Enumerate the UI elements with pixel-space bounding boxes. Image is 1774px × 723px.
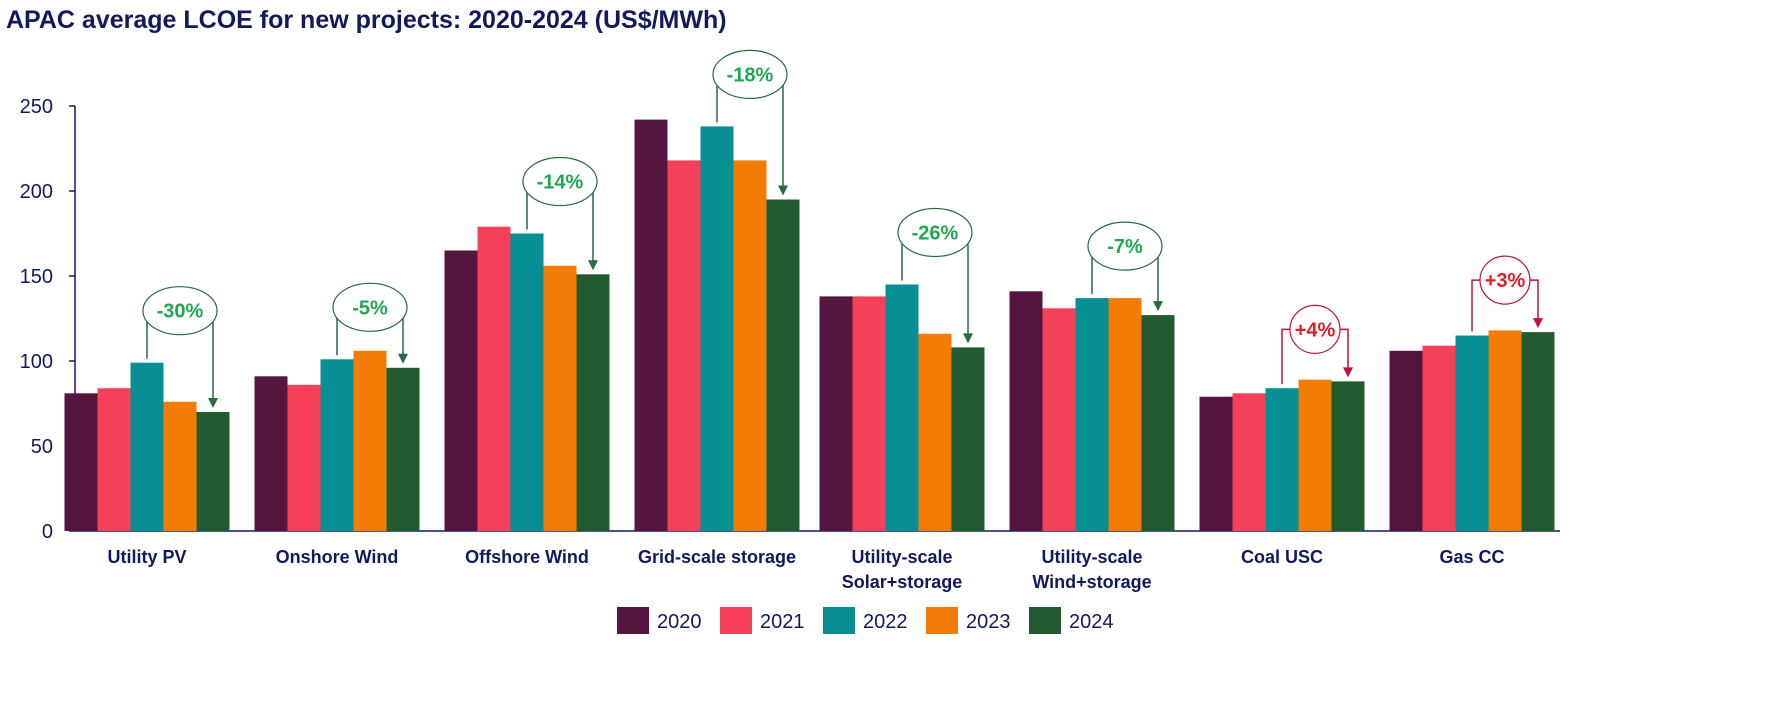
annotation-bubble xyxy=(1479,255,1531,305)
bar-2021-4 xyxy=(852,296,886,531)
legend: 2020 2021 2022 2023 2024 xyxy=(617,607,1114,634)
x-axis-labels: Utility PV Onshore Wind Offshore Wind Grid-… xyxy=(107,547,1504,592)
bar-2024-1 xyxy=(386,367,420,531)
legend-label: 2023 xyxy=(966,611,1011,633)
x-category-label: Solar+storage xyxy=(842,572,963,592)
annotation-label: -5% xyxy=(352,297,388,319)
y-tick-label: 200 xyxy=(20,181,53,203)
bar-2022-4 xyxy=(885,284,919,531)
y-tick-label: 150 xyxy=(20,266,53,288)
arrow-down-icon xyxy=(208,398,218,408)
x-category-label: Utility-scale xyxy=(1041,547,1142,567)
y-tick-label: 0 xyxy=(42,521,53,543)
y-tick-label: 250 xyxy=(20,96,53,118)
annotation-label: -26% xyxy=(912,223,959,245)
annotation-label: -18% xyxy=(727,64,774,86)
bar-2023-6 xyxy=(1298,379,1332,531)
arrow-down-icon xyxy=(588,260,598,271)
bar-2023-3 xyxy=(733,160,767,531)
annotation-bubble xyxy=(142,286,218,336)
bar-2020-1 xyxy=(254,376,288,531)
bar-2020-2 xyxy=(444,250,478,531)
legend-swatch-2022 xyxy=(823,607,855,634)
chart-title: APAC average LCOE for new projects: 2020… xyxy=(6,6,727,34)
legend-swatch-2024 xyxy=(1029,607,1061,634)
annotation-bubble xyxy=(712,49,788,100)
bar-2024-7 xyxy=(1521,332,1555,531)
legend-label: 2022 xyxy=(863,611,908,633)
bar-2023-1 xyxy=(353,350,387,531)
x-category-label: Onshore Wind xyxy=(276,547,399,567)
bar-2024-6 xyxy=(1331,381,1365,531)
annotation-label: +4% xyxy=(1295,319,1336,341)
annotations: -30% -5% -14% -18% -26% -7% +4% +3% xyxy=(142,49,1543,408)
legend-swatch-2020 xyxy=(617,607,649,634)
bar-2024-0 xyxy=(196,412,230,531)
bar-2022-3 xyxy=(700,126,734,532)
annotation-bubble xyxy=(1289,304,1341,354)
bar-2023-0 xyxy=(163,401,197,531)
x-category-label: Grid-scale storage xyxy=(638,547,796,567)
bar-2020-4 xyxy=(819,296,853,531)
x-category-label: Coal USC xyxy=(1241,547,1323,567)
bar-2022-6 xyxy=(1265,388,1299,531)
x-category-label: Wind+storage xyxy=(1032,572,1151,592)
x-category-label: Gas CC xyxy=(1439,547,1504,567)
bar-2023-7 xyxy=(1488,330,1522,531)
bar-2022-5 xyxy=(1075,298,1109,531)
bar-2022-7 xyxy=(1455,335,1489,531)
bar-2020-6 xyxy=(1199,396,1233,531)
x-category-label: Utility PV xyxy=(107,547,186,567)
bar-2022-0 xyxy=(130,362,164,531)
bar-2024-3 xyxy=(766,199,800,531)
bar-2022-2 xyxy=(510,233,544,531)
bar-2021-7 xyxy=(1422,345,1456,531)
arrow-down-icon xyxy=(398,353,408,364)
annotation-bubble xyxy=(897,207,973,258)
bar-2024-2 xyxy=(576,274,610,531)
legend-label: 2020 xyxy=(657,611,702,633)
annotation-label: -14% xyxy=(537,172,584,194)
bar-2020-7 xyxy=(1389,350,1423,531)
annotation-bubble xyxy=(332,282,408,332)
legend-label: 2021 xyxy=(760,611,805,633)
annotation-label: +3% xyxy=(1485,270,1526,292)
arrow-down-icon xyxy=(1153,301,1163,312)
bar-2021-1 xyxy=(287,384,321,531)
bar-2020-5 xyxy=(1009,291,1043,531)
bar-2021-5 xyxy=(1042,308,1076,531)
legend-swatch-2021 xyxy=(720,607,752,634)
bar-2024-4 xyxy=(951,347,985,531)
bar-2021-3 xyxy=(667,160,701,531)
bar-2021-0 xyxy=(97,388,131,531)
bar-2024-5 xyxy=(1141,315,1175,531)
annotation-label: -7% xyxy=(1107,236,1143,258)
bar-2023-2 xyxy=(543,265,577,531)
y-tick-label: 50 xyxy=(31,436,53,458)
bar-2023-5 xyxy=(1108,298,1142,531)
bar-2021-2 xyxy=(477,226,511,531)
x-category-label: Offshore Wind xyxy=(465,547,589,567)
bar-2020-0 xyxy=(64,393,98,531)
legend-swatch-2023 xyxy=(926,607,958,634)
arrow-down-icon xyxy=(963,333,973,344)
arrow-down-icon xyxy=(778,185,788,196)
annotation-bubble xyxy=(522,156,598,207)
bar-2021-6 xyxy=(1232,393,1266,531)
bars xyxy=(64,119,1555,532)
annotation-label: -30% xyxy=(157,301,204,323)
arrow-down-icon xyxy=(1343,367,1353,378)
annotation-bubble xyxy=(1087,221,1163,271)
bar-2020-3 xyxy=(634,119,668,531)
y-tick-label: 100 xyxy=(20,351,53,373)
arrow-down-icon xyxy=(1533,318,1543,329)
legend-label: 2024 xyxy=(1069,611,1114,633)
bar-2023-4 xyxy=(918,333,952,531)
bar-2022-1 xyxy=(320,359,354,531)
x-category-label: Utility-scale xyxy=(851,547,952,567)
